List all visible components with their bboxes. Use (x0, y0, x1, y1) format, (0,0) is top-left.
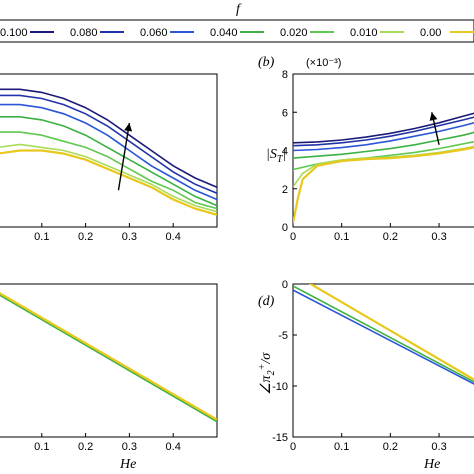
x-tick-label: 0.1 (334, 441, 349, 453)
y-tick-label: -10 (272, 381, 288, 393)
axes-c (0, 283, 218, 438)
axes-a (0, 73, 218, 228)
series-line (293, 131, 474, 159)
legend-label: 0.020 (280, 27, 308, 39)
series-line (293, 116, 474, 147)
y-tick-label: 6 (282, 107, 288, 119)
series-line (293, 285, 474, 383)
legend-label: 0.100 (0, 27, 28, 39)
y-tick-label: -15 (272, 432, 288, 444)
series-line (0, 149, 217, 216)
panel-1: 0.1 0.2 0.3 0.4 (0, 88, 217, 243)
series-line (0, 143, 217, 213)
panel-2: 0 0.1 0.2 0.3 0 2 4 6 8 (282, 69, 474, 243)
axes-d (292, 283, 474, 438)
scale-note: (×10⁻³) (306, 57, 341, 69)
y-tick-label: 0 (282, 222, 288, 234)
series-line (0, 116, 217, 207)
panel-label-b: (b) (258, 55, 275, 70)
y-tick-label: 2 (282, 184, 288, 196)
panel-label-d: (d) (258, 294, 275, 309)
arrow-head (429, 112, 438, 121)
series-line (0, 103, 217, 201)
legend: 0.100 0.080 0.060 0.040 0.020 0.010 0.00 (0, 19, 474, 43)
x-tick-label: 0.4 (166, 441, 181, 453)
legend-label: 0.010 (350, 27, 378, 39)
y-tick-label: 0 (282, 279, 288, 291)
series-line (0, 88, 217, 188)
series-line (293, 122, 474, 152)
x-tick-label: 0.2 (78, 231, 93, 243)
x-tick-label: 0.2 (383, 441, 398, 453)
legend-label: 0.080 (70, 27, 98, 39)
xlabel-d: He (423, 457, 440, 472)
x-tick-label: 0 (290, 441, 296, 453)
legend-label: 0.00 (420, 27, 441, 39)
x-tick-label: 0.3 (431, 441, 446, 453)
series-line (308, 284, 474, 381)
series-line (293, 146, 474, 224)
legend-title: f (236, 2, 242, 17)
x-tick-label: 0 (290, 231, 296, 243)
x-tick-label: 0.3 (122, 231, 137, 243)
x-tick-label: 0.1 (34, 441, 49, 453)
series-line (0, 131, 217, 210)
x-tick-label: 0.2 (383, 231, 398, 243)
series-line (0, 292, 217, 421)
x-tick-label: 0.2 (78, 441, 93, 453)
panel-3: 0.1 0.2 0.3 0.4 (0, 292, 217, 453)
y-tick-label: -5 (278, 330, 288, 342)
arrow-head (124, 122, 133, 132)
series-line (293, 289, 474, 385)
y-tick-label: 8 (282, 69, 288, 81)
series-line (0, 94, 217, 195)
series-line (293, 112, 474, 144)
x-tick-label: 0.4 (166, 231, 181, 243)
xlabel-c: He (119, 457, 136, 472)
y-tick-label: 4 (282, 146, 288, 158)
x-tick-label: 0.3 (431, 231, 446, 243)
x-tick-label: 0.3 (122, 441, 137, 453)
x-tick-label: 0.1 (34, 231, 49, 243)
annotation-arrow (117, 122, 131, 191)
panel-4: 0 0.1 0.2 0.3 0 -5 -10 -15 (272, 279, 474, 453)
x-tick-label: 0.1 (334, 231, 349, 243)
series-line (0, 294, 217, 423)
legend-label: 0.040 (210, 27, 238, 39)
legend-label: 0.060 (140, 27, 168, 39)
ylabel-d: ∠π2+/σ (257, 352, 277, 395)
